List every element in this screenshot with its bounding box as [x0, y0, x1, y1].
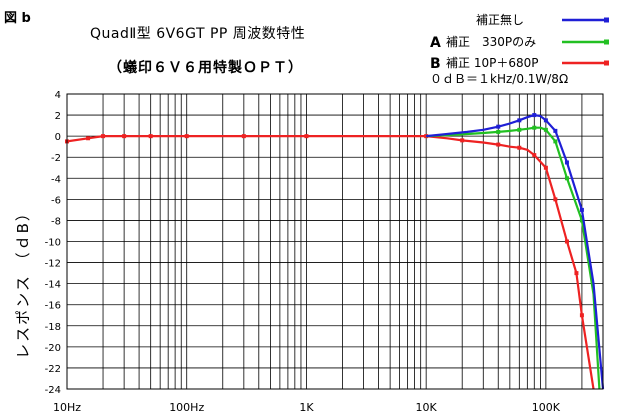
data-point: [579, 218, 584, 223]
data-point: [579, 313, 584, 318]
y-tick-label: -20: [45, 343, 61, 354]
figure-label: 図 b: [4, 11, 31, 26]
data-point: [553, 197, 558, 202]
legend-label: 補正無し: [476, 12, 524, 27]
data-point: [532, 113, 537, 118]
legend-marker: [604, 60, 609, 66]
legend: 補正無し A 補正 330Pのみ B 補正 10P＋680P: [430, 12, 609, 72]
data-point: [304, 134, 309, 139]
data-point: [553, 139, 558, 144]
y-tick-label: 4: [55, 90, 61, 101]
legend-prefix: A: [430, 35, 441, 51]
data-point: [532, 125, 537, 130]
y-tick-label: -18: [45, 322, 61, 333]
y-tick-label: -12: [45, 259, 61, 270]
y-tick-label: -14: [45, 280, 61, 291]
legend-prefix: B: [430, 56, 441, 72]
reference-condition: ０ｄＢ＝１kHz/0.1W/8Ω: [430, 72, 568, 86]
data-point: [148, 134, 153, 139]
x-tick-label: 10Hz: [53, 401, 81, 414]
series-line-0: [426, 113, 605, 390]
legend-label: 補正 10P＋680P: [446, 56, 538, 70]
series-line-1: [426, 126, 601, 390]
x-tick-label: 100Hz: [169, 401, 204, 414]
series-layer: [65, 113, 605, 390]
y-tick-label: 2: [55, 111, 61, 122]
data-point: [543, 118, 548, 123]
data-point: [184, 134, 189, 139]
data-point: [517, 145, 522, 150]
data-point: [86, 136, 91, 141]
data-point: [574, 271, 579, 276]
y-tick-label: -4: [51, 174, 61, 185]
chart-title: QuadⅡ型 6V6GT PP 周波数特性: [90, 26, 305, 42]
data-point: [564, 239, 569, 244]
data-point: [564, 176, 569, 181]
data-point: [496, 142, 501, 147]
series-line-2: [66, 135, 595, 390]
data-point: [496, 124, 501, 129]
data-point: [101, 134, 106, 139]
plot-frame: [66, 93, 604, 390]
data-point: [460, 138, 465, 143]
y-tick-label: -24: [45, 385, 61, 396]
data-point: [553, 128, 558, 133]
x-axis-ticks: 10Hz 100Hz 1K 10K 100K: [53, 401, 561, 414]
legend-marker: [604, 39, 609, 45]
data-point: [564, 160, 569, 165]
data-point: [517, 118, 522, 123]
data-point: [424, 134, 429, 139]
data-point: [496, 129, 501, 134]
data-point: [532, 153, 537, 158]
y-tick-label: -10: [45, 238, 61, 249]
y-tick-label: -2: [51, 153, 61, 164]
y-axis-ticks: 4 2 0 -2 -4 -6 -8 -10 -12 -14 -16 -18 -20 -22 -24: [45, 90, 61, 396]
y-tick-label: 0: [55, 132, 61, 143]
x-tick-label: 1K: [299, 401, 314, 414]
x-tick-label: 10K: [416, 401, 438, 414]
legend-marker: [604, 17, 609, 23]
data-point: [241, 134, 246, 139]
y-tick-label: -8: [51, 216, 61, 227]
y-axis-label: レスポンス （ｄB）: [14, 204, 32, 359]
x-tick-label: 100K: [532, 401, 561, 414]
data-point: [543, 165, 548, 170]
data-point: [579, 207, 584, 212]
chart-subtitle: （蟻印６Ｖ６用特製ＯＰＴ）: [108, 59, 303, 76]
data-point: [122, 134, 127, 139]
y-tick-label: -16: [45, 301, 61, 312]
data-point: [543, 127, 548, 132]
data-point: [517, 127, 522, 132]
y-tick-label: -6: [51, 195, 61, 206]
y-tick-label: -22: [45, 364, 61, 375]
legend-label: 補正 330Pのみ: [446, 35, 536, 49]
